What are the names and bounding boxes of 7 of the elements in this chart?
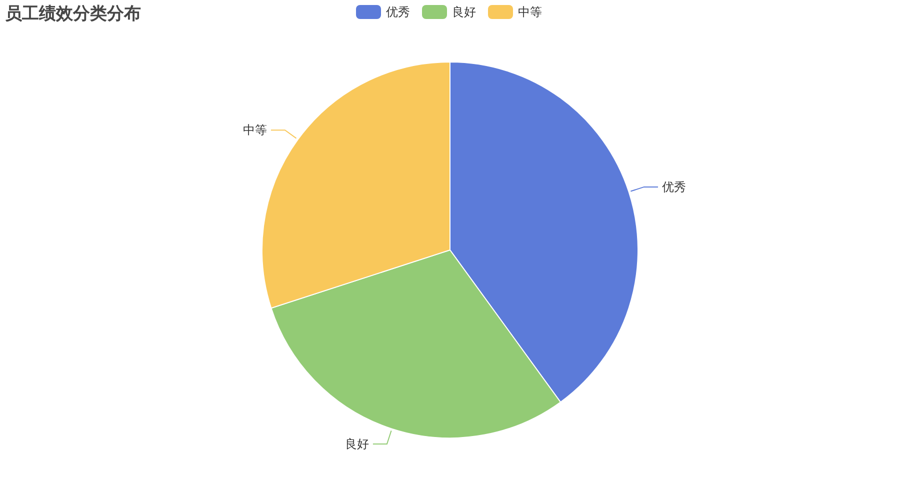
- slice-label: 中等: [242, 123, 267, 138]
- legend-label: 中等: [518, 5, 542, 19]
- legend-label: 优秀: [386, 5, 410, 19]
- text: 员工绩效分类分布: [5, 4, 141, 24]
- legend-label: 良好: [452, 5, 476, 19]
- slice-label: 优秀: [662, 180, 686, 194]
- slice-label: 良好: [344, 437, 369, 452]
